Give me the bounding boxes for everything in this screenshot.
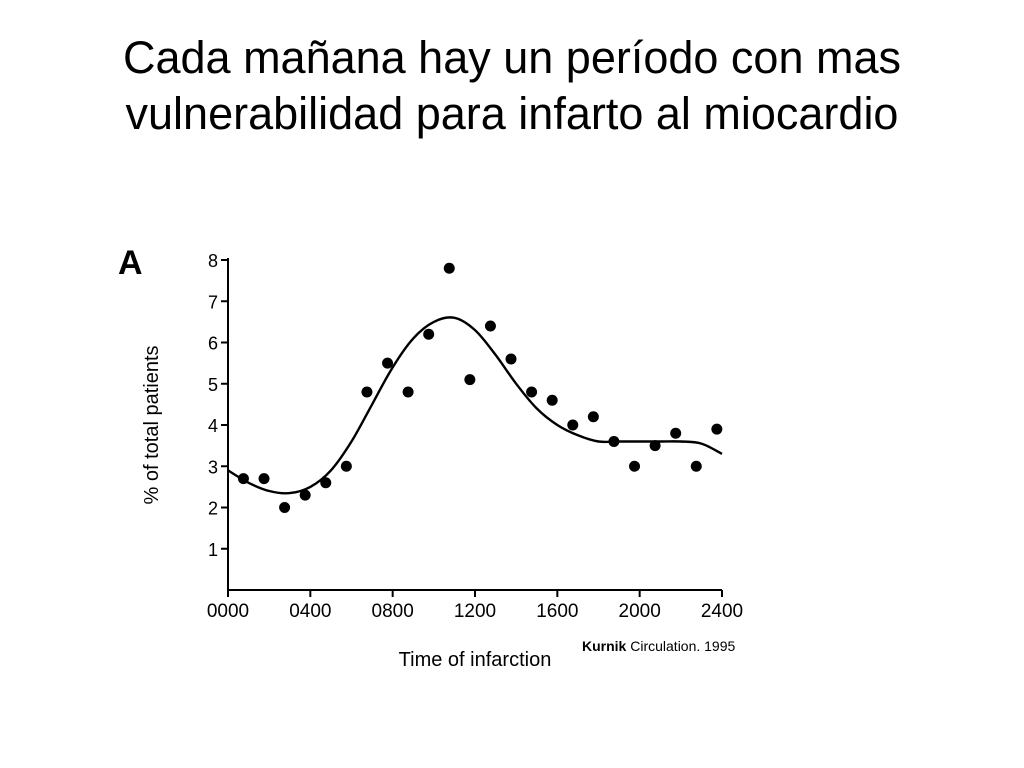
data-point [526, 386, 538, 398]
y-axis-label: % of total patients [141, 346, 163, 505]
citation-author: Kurnik [582, 638, 627, 654]
data-point [361, 386, 373, 398]
data-point [464, 374, 476, 386]
x-tick-label: 0000 [207, 601, 249, 622]
y-tick-label: 2 [208, 499, 218, 519]
y-tick-label: 5 [208, 375, 218, 395]
x-tick-label: 0400 [289, 601, 331, 622]
data-point [299, 489, 311, 501]
x-tick-label: 2400 [701, 601, 743, 622]
y-tick-label: 1 [208, 540, 218, 560]
x-tick-label: 1200 [454, 601, 496, 622]
data-point [423, 328, 435, 340]
citation-source: Circulation. 1995 [626, 638, 736, 654]
panel-label: A [118, 244, 143, 282]
y-tick-label: 3 [208, 457, 218, 477]
data-point [484, 320, 496, 332]
x-tick-label: 2000 [619, 601, 661, 622]
y-tick-label: 6 [208, 334, 218, 354]
slide-title-line-2: vulnerabilidad para infarto al miocardio [125, 88, 899, 139]
data-point [711, 423, 723, 435]
y-tick-label: 7 [208, 292, 218, 312]
y-tick-label: 4 [208, 416, 218, 436]
data-point [382, 357, 394, 369]
citation: Kurnik Circulation. 1995 [582, 638, 735, 654]
data-point [279, 502, 291, 513]
data-point [505, 353, 517, 365]
axis-ticks: 1 2 3 4 5 6 7 8 0000 0400 0800 1200 1600 2000 2400 [207, 251, 743, 622]
data-point [546, 394, 558, 406]
data-point [402, 386, 414, 398]
data-point [629, 460, 641, 472]
data-point [670, 427, 682, 439]
data-point [340, 460, 352, 472]
x-tick-label: 0800 [372, 601, 414, 622]
x-tick-label: 1600 [536, 601, 578, 622]
data-point [258, 473, 270, 485]
slide-title: Cada mañana hay un período con mas vulne… [0, 30, 1024, 142]
fitted-curve [227, 316, 723, 495]
axes [227, 258, 722, 591]
data-point [690, 460, 702, 472]
series-layer [227, 262, 723, 513]
data-point [567, 419, 579, 431]
data-point [320, 477, 332, 489]
slide-title-line-1: Cada mañana hay un período con mas [122, 32, 901, 83]
data-point [649, 440, 661, 452]
y-tick-label: 8 [208, 251, 218, 271]
x-axis-label: Time of infarction [399, 649, 552, 671]
data-point [443, 262, 455, 274]
data-point [587, 411, 599, 423]
